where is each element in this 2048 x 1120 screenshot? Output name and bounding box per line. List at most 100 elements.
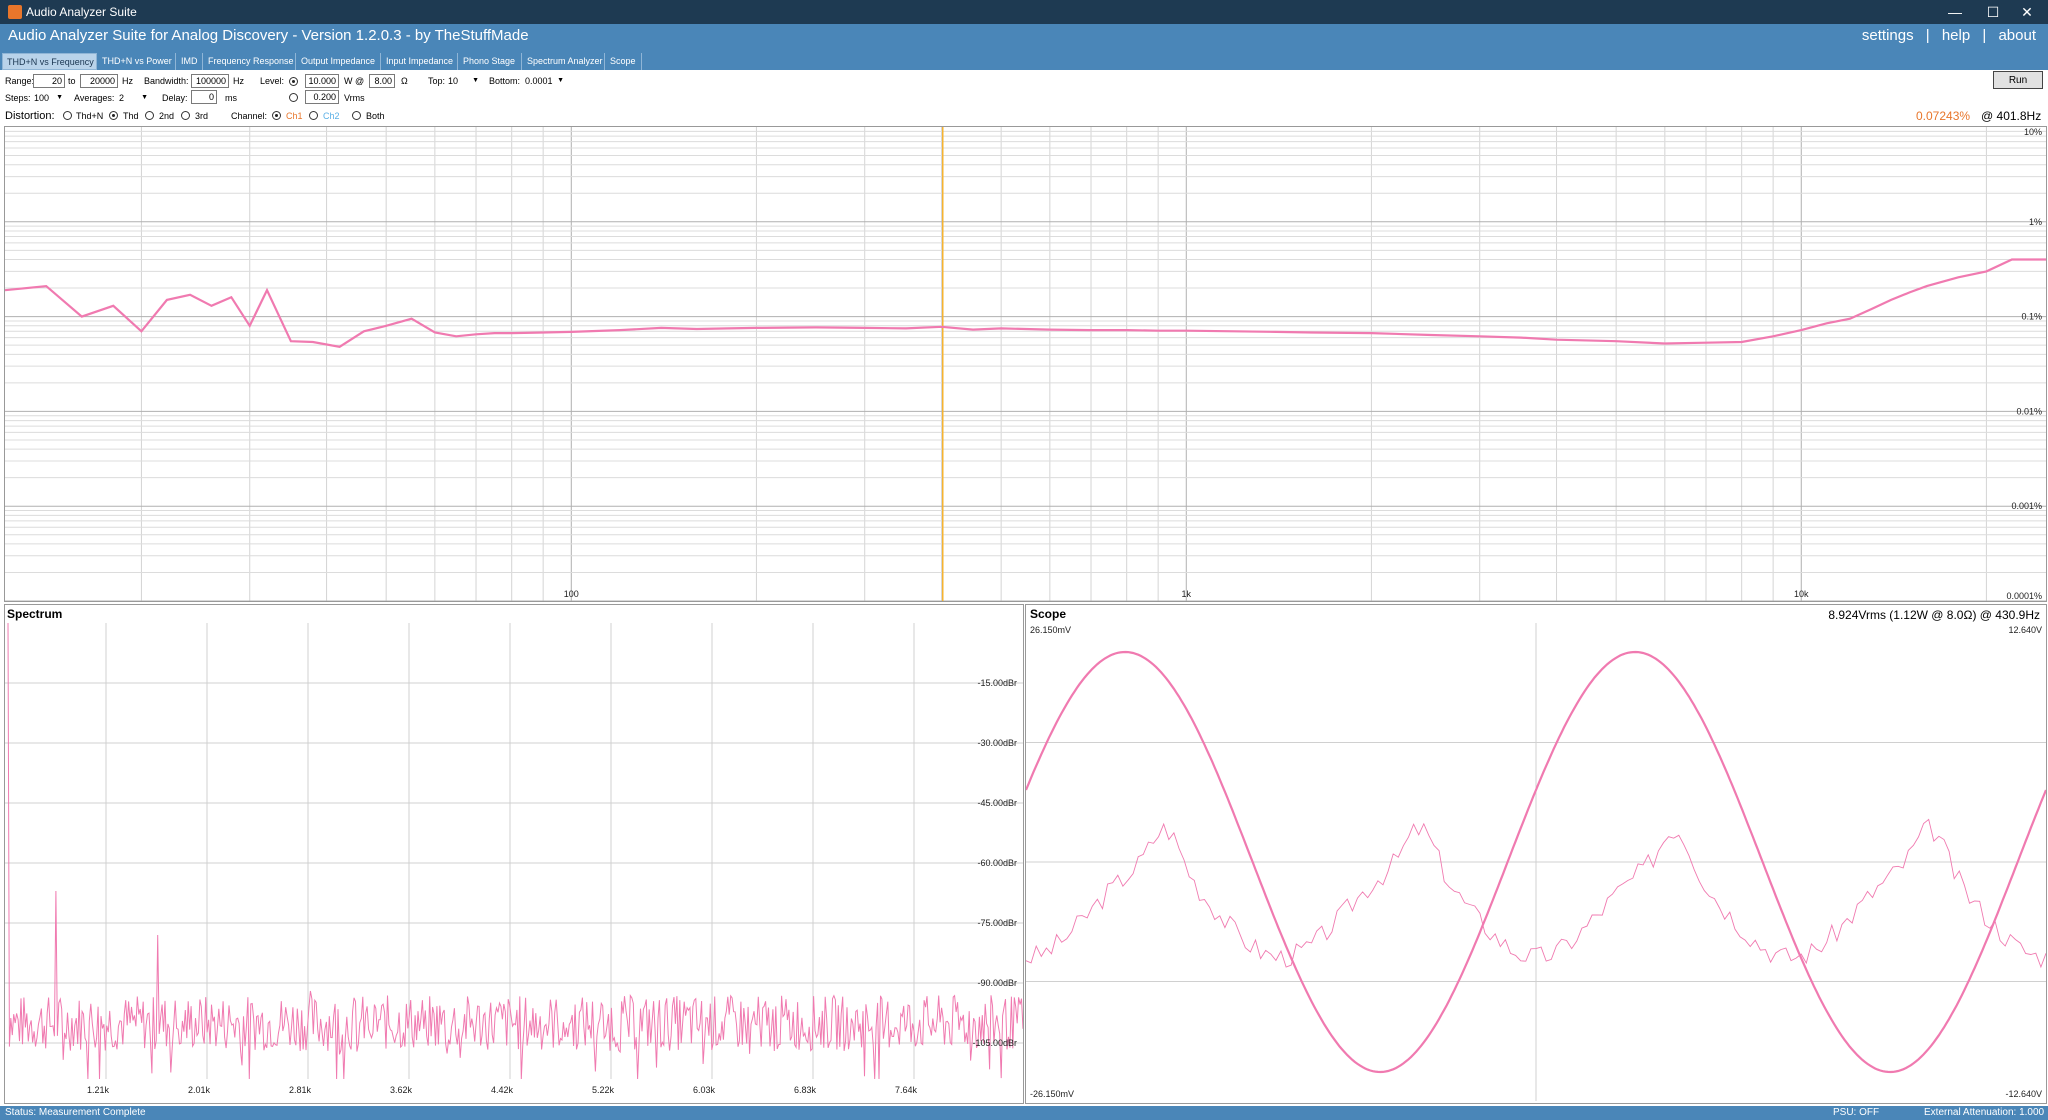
channel-both-radio[interactable]	[352, 111, 361, 120]
level-label: Level:	[260, 76, 285, 86]
x-tick-label: 6.03k	[693, 1085, 716, 1095]
spectrum-title: Spectrum	[7, 607, 63, 621]
x-tick-label: 2.81k	[289, 1085, 312, 1095]
spectrum-panel: Spectrum -15.00dBr -30.00dBr -45.00dBr -60.…	[4, 604, 1024, 1104]
tab-imd[interactable]: IMD	[177, 53, 203, 70]
distortion-3rd-radio[interactable]	[181, 111, 190, 120]
close-button[interactable]: ✕	[2021, 4, 2033, 20]
y-tick-label: -90.00dBr	[977, 978, 1017, 988]
distortion-2nd-radio[interactable]	[145, 111, 154, 120]
top-label: Top:	[428, 76, 446, 86]
chevron-down-icon: ▼	[141, 94, 148, 101]
distortion-thdn-radio[interactable]	[63, 111, 72, 120]
scope-title: Scope	[1030, 607, 1067, 621]
load-ohms-input[interactable]: 8.00	[369, 74, 395, 88]
distortion-thd-radio[interactable]	[109, 111, 118, 120]
tab-input-impedance[interactable]: Input Impedance	[382, 53, 458, 70]
spectrum-chart[interactable]: -15.00dBr -30.00dBr -45.00dBr -60.00dBr -75.…	[5, 623, 1023, 1101]
top-select[interactable]: 10 ▼	[446, 74, 482, 88]
app-header: Audio Analyzer Suite for Analog Discover…	[0, 24, 2048, 50]
y-tick-label: 10%	[2024, 127, 2042, 137]
ohm-label: Ω	[401, 76, 408, 86]
tab-bar: THD+N vs Frequency THD+N vs Power IMD Fr…	[0, 50, 2048, 70]
y-tick-label: 0.0001%	[2006, 591, 2042, 601]
x-tick-label: 1.21k	[87, 1085, 110, 1095]
x-tick-label: 5.22k	[592, 1085, 615, 1095]
level-vrms-input[interactable]: 0.200	[305, 90, 339, 104]
tab-spectrum-analyzer[interactable]: Spectrum Analyzer	[523, 53, 605, 70]
channel-ch1-radio[interactable]	[272, 111, 281, 120]
level-watts-radio[interactable]	[289, 77, 298, 86]
tab-frequency-response[interactable]: Frequency Response	[204, 53, 296, 70]
delay-input[interactable]: 0	[191, 90, 217, 104]
scope-info: 8.924Vrms (1.12W @ 8.0Ω) @ 430.9Hz	[1828, 608, 2040, 622]
range-label: Range:	[5, 76, 35, 86]
spectrum-series-line	[5, 623, 1023, 1080]
w-at-label: W @	[344, 76, 365, 86]
thd-series-line	[5, 258, 2046, 348]
settings-link[interactable]: settings	[1861, 27, 1914, 44]
thd-chart[interactable]: 100 1k 10k 10% 1% 0.1% 0.01% 0.001% 0.0001%	[5, 127, 2046, 601]
minimize-button[interactable]: —	[1948, 4, 1962, 20]
delay-label: Delay:	[162, 93, 188, 103]
bandwidth-label: Bandwidth:	[144, 76, 189, 86]
channel-ch2-radio[interactable]	[309, 111, 318, 120]
window-title: Audio Analyzer Suite	[26, 5, 137, 19]
channel-both-label: Both	[366, 111, 385, 121]
level-watts-input[interactable]: 10.000	[305, 74, 339, 88]
steps-select-value: 100	[34, 93, 50, 103]
tab-thdn-vs-frequency[interactable]: THD+N vs Frequency	[2, 53, 97, 70]
chevron-down-icon: ▼	[472, 77, 479, 84]
y-tick-label: -105.00dBr	[972, 1038, 1017, 1048]
app-title: Audio Analyzer Suite for Analog Discover…	[8, 27, 529, 44]
channel-label: Channel:	[231, 111, 268, 121]
distortion-label: Distortion:	[5, 110, 55, 122]
y-tick-label: 0.001%	[2011, 501, 2042, 511]
steps-label: Steps:	[5, 93, 31, 103]
scope-panel: Scope 8.924Vrms (1.12W @ 8.0Ω) @ 430.9Hz…	[1025, 604, 2047, 1104]
scope-right-bottom-label: -12.640V	[2005, 1089, 2042, 1099]
range-from-input[interactable]: 20	[33, 74, 65, 88]
ms-label: ms	[225, 93, 237, 103]
range-to-input[interactable]: 20000	[80, 74, 118, 88]
averages-label: Averages:	[74, 93, 115, 103]
tab-thdn-vs-power[interactable]: THD+N vs Power	[98, 53, 176, 70]
scope-ch2-line	[1026, 818, 2046, 969]
tab-output-impedance[interactable]: Output Impedance	[297, 53, 381, 70]
distortion-thd-label: Thd	[123, 111, 139, 121]
y-tick-label: 0.1%	[2021, 312, 2042, 322]
y-tick-label: -75.00dBr	[977, 918, 1017, 928]
to-label: to	[68, 76, 76, 86]
x-tick-label: 10k	[1794, 589, 1809, 599]
y-tick-label: -30.00dBr	[977, 738, 1017, 748]
bandwidth-input[interactable]: 100000	[191, 74, 229, 88]
x-tick-label: 7.64k	[895, 1085, 918, 1095]
link-separator: |	[1982, 27, 1987, 44]
tab-phono-stage[interactable]: Phono Stage	[459, 53, 522, 70]
bottom-select[interactable]: 0.0001 ▼	[523, 74, 567, 88]
psu-status: PSU: OFF	[1833, 1107, 1880, 1118]
bottom-select-value: 0.0001	[525, 76, 553, 86]
distortion-2nd-label: 2nd	[159, 111, 175, 121]
averages-select[interactable]: 2 ▼	[117, 91, 151, 105]
about-link[interactable]: about	[1998, 27, 2036, 44]
header-links: settings | help | about	[1862, 27, 2036, 44]
help-link[interactable]: help	[1941, 27, 1971, 44]
app-logo-icon	[8, 5, 22, 19]
scope-left-top-label: 26.150mV	[1030, 625, 1071, 635]
y-tick-label: -60.00dBr	[977, 858, 1017, 868]
x-tick-label: 3.62k	[390, 1085, 413, 1095]
maximize-button[interactable]: ☐	[1986, 4, 2000, 20]
link-separator: |	[1925, 27, 1930, 44]
x-tick-label: 1k	[1182, 589, 1192, 599]
distortion-readout-frequency: @ 401.8Hz	[1981, 109, 2042, 123]
level-vrms-radio[interactable]	[289, 93, 298, 102]
scope-chart[interactable]: 26.150mV -26.150mV 12.640V -12.640V	[1026, 623, 2046, 1101]
channel-ch2-label: Ch2	[323, 111, 340, 121]
top-select-value: 10	[448, 76, 459, 86]
y-tick-label: 0.01%	[2016, 406, 2042, 416]
distortion-readout-value: 0.07243%	[1916, 109, 1971, 123]
steps-select[interactable]: 100 ▼	[32, 91, 66, 105]
run-button[interactable]: Run	[1993, 71, 2043, 89]
tab-scope[interactable]: Scope	[606, 53, 642, 70]
